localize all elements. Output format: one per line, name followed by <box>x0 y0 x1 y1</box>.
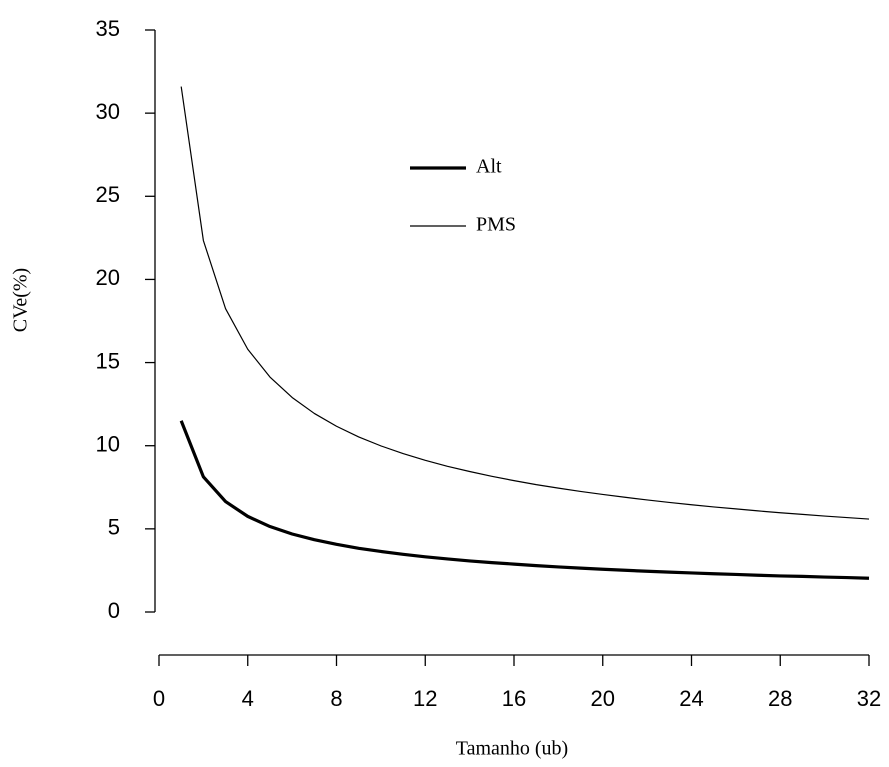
x-tick-label: 16 <box>502 686 526 711</box>
x-tick-label: 32 <box>857 686 881 711</box>
y-tick-label: 20 <box>96 265 120 290</box>
x-tick-label: 8 <box>330 686 342 711</box>
y-tick-label: 30 <box>96 99 120 124</box>
y-axis-label: CVe(%) <box>10 268 32 332</box>
legend-label: PMS <box>476 214 516 236</box>
x-tick-label: 0 <box>153 686 165 711</box>
x-tick-label: 24 <box>679 686 703 711</box>
x-tick-label: 28 <box>768 686 792 711</box>
y-tick-label: 5 <box>108 515 120 540</box>
y-tick-label: 15 <box>96 348 120 373</box>
data-line <box>179 420 870 580</box>
y-tick-label: 0 <box>108 598 120 623</box>
x-tick-label: 20 <box>591 686 615 711</box>
x-tick-label: 4 <box>242 686 254 711</box>
x-axis-label: Tamanho (ub) <box>456 738 568 760</box>
x-tick-label: 12 <box>413 686 437 711</box>
y-tick-label: 10 <box>96 432 120 457</box>
legend-label: Alt <box>476 156 502 178</box>
y-tick-label: 35 <box>96 16 120 41</box>
y-tick-label: 25 <box>96 182 120 207</box>
data-line <box>180 86 870 520</box>
